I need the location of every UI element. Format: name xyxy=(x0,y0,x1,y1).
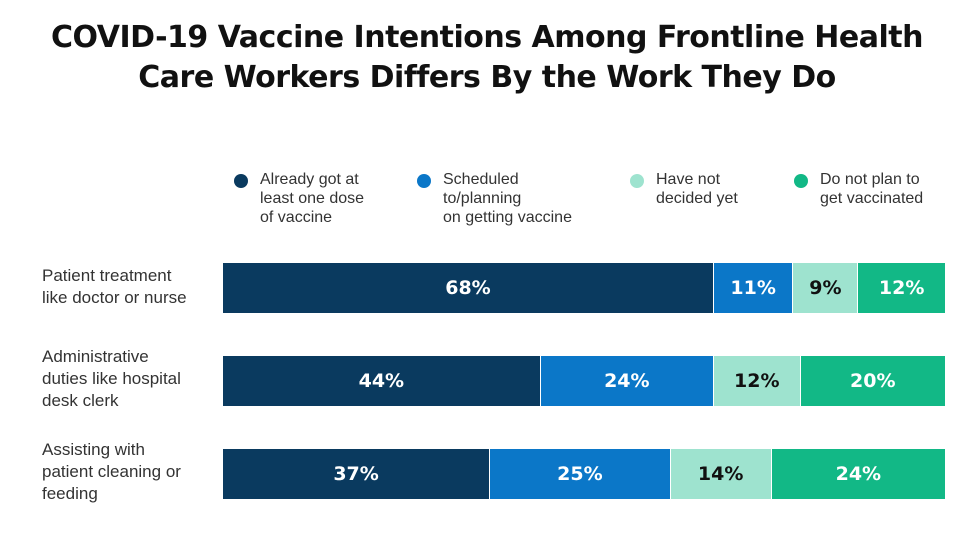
legend-swatch-1 xyxy=(234,174,248,188)
data-label-row2-series3: 12% xyxy=(734,370,780,392)
bar-segment-row1-series4: 12% xyxy=(858,263,945,313)
data-label-row1-series3: 9% xyxy=(809,277,842,299)
category-label-1: Patient treatment like doctor or nurse xyxy=(42,266,187,307)
chart-title-line-2: Care Workers Differs By the Work They Do xyxy=(138,60,836,95)
bar-segment-row3-series3: 14% xyxy=(670,449,772,499)
legend-swatch-2 xyxy=(417,174,431,188)
chart-title-line-1: COVID-19 Vaccine Intentions Among Frontl… xyxy=(51,20,923,55)
legend-label-2: Scheduled to/planning on getting vaccine xyxy=(443,171,572,226)
data-label-row2-series4: 20% xyxy=(850,370,896,392)
legend-item-2: Scheduled to/planning on getting vaccine xyxy=(417,170,572,227)
legend-label-4: Do not plan to get vaccinated xyxy=(820,171,924,207)
chart-title: COVID-19 Vaccine Intentions Among Frontl… xyxy=(0,18,974,98)
legend-label-1: Already got at least one dose of vaccine xyxy=(260,171,365,226)
bar-segment-row3-series1: 37% xyxy=(223,449,491,499)
data-label-row2-series2: 24% xyxy=(604,370,650,392)
data-label-row3-series3: 14% xyxy=(697,463,744,485)
legend-label-3: Have not decided yet xyxy=(656,171,738,207)
legend-swatch-4 xyxy=(794,174,808,188)
bar-segment-row2-series3: 12% xyxy=(713,356,801,406)
bar-segment-row1-series1: 68% xyxy=(223,263,714,313)
data-label-row3-series2: 25% xyxy=(557,463,603,485)
data-label-row2-series1: 44% xyxy=(358,370,405,392)
category-label-3: Assisting with patient cleaning or feedi… xyxy=(42,440,181,503)
legend-item-3: Have not decided yet xyxy=(630,170,738,208)
data-label-row1-series4: 12% xyxy=(878,277,925,299)
legend-item-4: Do not plan to get vaccinated xyxy=(794,170,924,208)
data-label-row1-series1: 68% xyxy=(445,277,491,299)
bar-segment-row3-series4: 24% xyxy=(771,449,945,499)
bar-segment-row3-series2: 25% xyxy=(490,449,671,499)
bar-segment-row1-series2: 11% xyxy=(713,263,794,313)
bar-segment-row2-series4: 20% xyxy=(800,356,945,406)
category-label-2: Administrative duties like hospital desk… xyxy=(42,347,181,410)
bar-segment-row2-series2: 24% xyxy=(540,356,714,406)
data-label-row3-series1: 37% xyxy=(333,463,379,485)
data-label-row1-series2: 11% xyxy=(730,277,776,299)
bar-segment-row2-series1: 44% xyxy=(223,356,541,406)
data-label-row3-series4: 24% xyxy=(835,463,882,485)
legend-swatch-3 xyxy=(630,174,644,188)
legend-item-1: Already got at least one dose of vaccine xyxy=(234,170,365,227)
bar-segment-row1-series3: 9% xyxy=(793,263,859,313)
